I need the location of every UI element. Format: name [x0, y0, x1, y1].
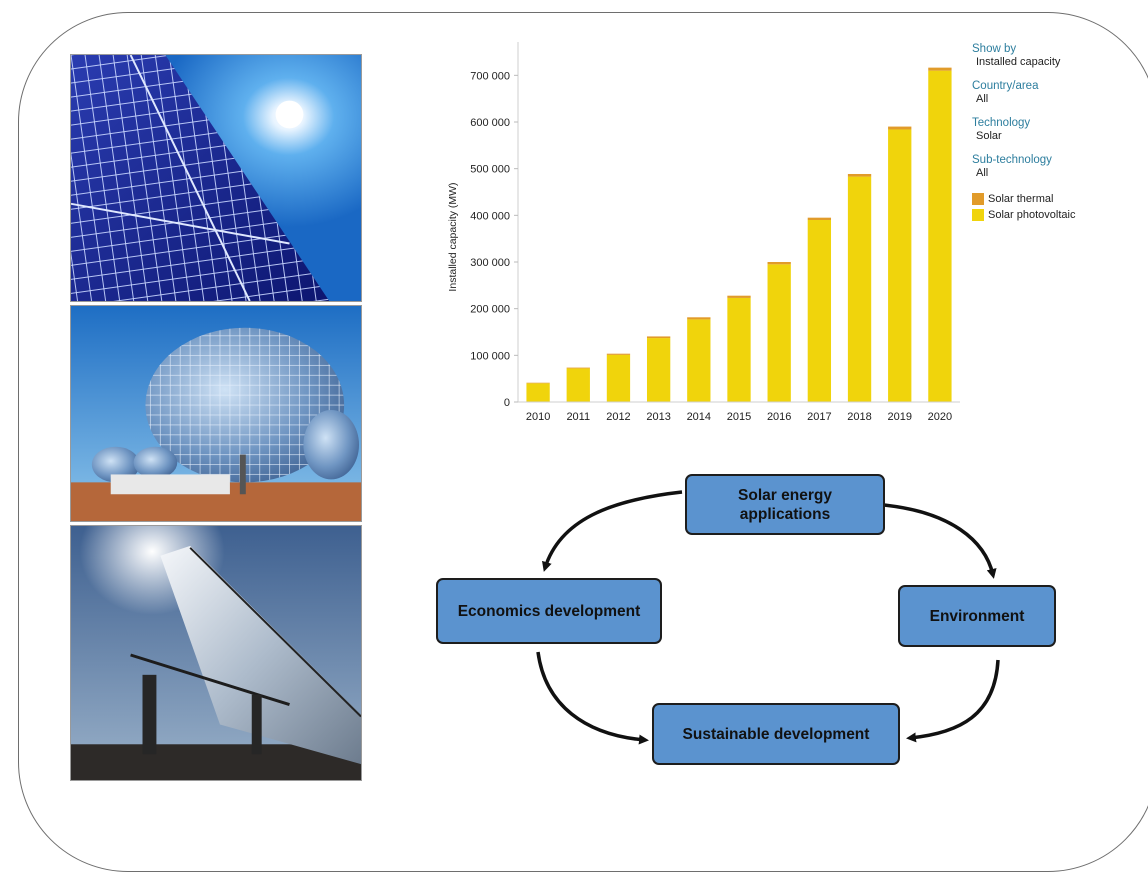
x-tick-label: 2020: [928, 411, 952, 423]
bar-solar-thermal: [847, 173, 872, 177]
solar-dish-photo: [70, 305, 362, 522]
y-tick-label: 100 000: [470, 350, 510, 362]
legend-label-solar-photovoltaic: Solar photovoltaic: [988, 209, 1076, 221]
bar-solar-photovoltaic: [847, 176, 872, 402]
flow-box-top-line2: applications: [739, 505, 831, 523]
y-tick-label: 0: [504, 397, 510, 409]
bar-solar-thermal: [566, 367, 590, 369]
x-tick-label: 2017: [807, 411, 831, 423]
bar-solar-photovoltaic: [727, 297, 751, 402]
x-tick-label: 2011: [566, 411, 590, 423]
bar-solar-thermal: [807, 217, 832, 220]
x-tick-label: 2014: [687, 411, 711, 423]
bar-solar-thermal: [928, 67, 952, 71]
y-tick-label: 300 000: [470, 257, 510, 269]
bar-solar-photovoltaic: [646, 338, 671, 402]
solar-trough-photo: [70, 525, 362, 781]
bar-solar-photovoltaic: [767, 264, 791, 402]
bar-solar-photovoltaic: [807, 220, 832, 402]
flow-box-sustainable-development[interactable]: Sustainable development: [652, 703, 900, 765]
legend-label-solar-thermal: Solar thermal: [988, 193, 1054, 205]
solar-panel-photo: [70, 54, 362, 302]
flow-box-solar-energy-applications[interactable]: Solar energy applications: [685, 474, 885, 535]
y-tick-label: 700 000: [470, 70, 510, 82]
x-tick-label: 2016: [767, 411, 791, 423]
y-tick-label: 400 000: [470, 210, 510, 222]
sub-technology-value: All: [976, 167, 989, 179]
x-tick-label: 2019: [887, 411, 911, 423]
bar-solar-thermal: [687, 317, 711, 320]
flow-box-environment[interactable]: Environment: [898, 585, 1056, 647]
country-area-value: All: [976, 93, 989, 105]
bar-solar-photovoltaic: [566, 368, 590, 402]
flow-box-left-label: Economics development: [457, 602, 641, 620]
bar-solar-thermal: [888, 126, 912, 130]
flow-box-economics-development[interactable]: Economics development: [436, 578, 662, 644]
installed-capacity-chart: 0 100 000 200 000 300 000 400 000 500 000 600 …: [430, 40, 970, 430]
bar-solar-thermal: [646, 336, 671, 339]
flow-box-right-label: Environment: [929, 607, 1025, 625]
technology-label[interactable]: Technology: [972, 117, 1031, 129]
flow-box-top-line1: Solar energy: [738, 486, 832, 504]
legend-item-solar-thermal[interactable]: Solar thermal: [972, 191, 1142, 207]
x-tick-label: 2018: [847, 411, 871, 423]
x-tick-label: 2012: [606, 411, 630, 423]
bar-solar-photovoltaic: [526, 383, 550, 402]
y-axis-label: Installed capacity (MW): [447, 182, 459, 291]
solar-photovoltaic-swatch: [972, 209, 984, 221]
technology-value: Solar: [976, 130, 1002, 142]
bar-solar-thermal: [526, 382, 550, 384]
show-by-label[interactable]: Show by: [972, 43, 1017, 55]
y-tick-label: 200 000: [470, 304, 510, 316]
sub-technology-label[interactable]: Sub-technology: [972, 154, 1052, 166]
bar-solar-photovoltaic: [928, 70, 952, 403]
flow-box-bottom-label: Sustainable development: [682, 725, 870, 743]
y-tick-label: 500 000: [470, 164, 510, 176]
chart-filter-legend: Show by Installed capacity Country/area …: [972, 43, 1142, 223]
legend-item-solar-photovoltaic[interactable]: Solar photovoltaic: [972, 207, 1142, 223]
bar-solar-thermal: [727, 295, 751, 298]
country-area-label[interactable]: Country/area: [972, 80, 1039, 92]
bar-solar-photovoltaic: [888, 129, 912, 402]
x-tick-label: 2015: [727, 411, 751, 423]
y-tick-label: 600 000: [470, 117, 510, 129]
bar-solar-thermal: [767, 262, 791, 265]
bar-chart-svg: 0 100 000 200 000 300 000 400 000 500 000 600 …: [447, 42, 960, 423]
bar-solar-photovoltaic: [606, 354, 631, 402]
bar-solar-thermal: [606, 353, 631, 355]
bar-solar-photovoltaic: [687, 319, 711, 402]
show-by-value: Installed capacity: [976, 56, 1061, 68]
solar-thermal-swatch: [972, 193, 984, 205]
x-tick-label: 2010: [526, 411, 550, 423]
x-tick-label: 2013: [646, 411, 670, 423]
